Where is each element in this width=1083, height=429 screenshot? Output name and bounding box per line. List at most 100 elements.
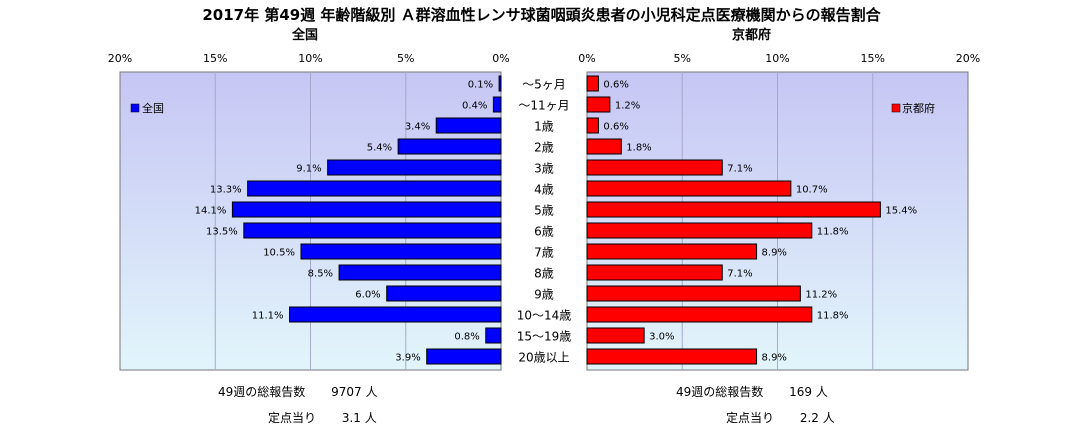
age-category-label: 8歳	[534, 267, 554, 281]
kyoto-data-label: 11.8%	[817, 227, 849, 238]
kyoto-data-label: 1.8%	[626, 143, 651, 154]
kyoto-data-label: 10.7%	[796, 185, 828, 196]
kyoto-bar	[586, 348, 758, 365]
national-bar	[435, 117, 502, 134]
kyoto-bar	[586, 264, 723, 281]
kyoto-data-label: 7.1%	[727, 269, 752, 280]
left-total-reports: 49週の総報告数 9707 人	[218, 383, 377, 400]
kyoto-data-label: 3.0%	[649, 332, 674, 343]
national-data-label: 0.4%	[462, 101, 487, 112]
national-bar	[327, 159, 502, 176]
right-x-tick-label: 20%	[956, 52, 980, 65]
age-category-label: 5歳	[534, 204, 554, 218]
right-x-tick-label: 0%	[578, 52, 595, 65]
right-per-site-label: 定点当り	[726, 411, 775, 425]
left-x-tick-label: 20%	[108, 52, 132, 65]
kyoto-bar	[586, 96, 611, 113]
left-per-site: 定点当り 3.1 人	[268, 409, 377, 426]
legend-national-swatch	[130, 103, 140, 113]
national-data-label: 13.3%	[210, 185, 242, 196]
left-x-tick-label: 5%	[397, 52, 414, 65]
left-x-tick-label: 10%	[298, 52, 322, 65]
age-category-label: 6歳	[534, 225, 554, 239]
national-bar	[498, 75, 502, 92]
right-x-tick-label: 5%	[674, 52, 691, 65]
left-per-site-value: 3.1 人	[341, 411, 377, 425]
age-category-label: 20歳以上	[518, 351, 569, 365]
left-total-value: 9707 人	[331, 385, 378, 399]
national-data-label: 0.1%	[468, 80, 493, 91]
right-per-site: 定点当り 2.2 人	[726, 409, 835, 426]
kyoto-bar	[586, 327, 645, 344]
left-x-tick-label: 0%	[492, 52, 509, 65]
kyoto-data-label: 7.1%	[727, 164, 752, 175]
kyoto-bar	[586, 180, 792, 197]
kyoto-bar	[586, 243, 758, 260]
national-data-label: 11.1%	[252, 311, 284, 322]
national-bar	[338, 264, 502, 281]
legend-kyoto-label: 京都府	[902, 101, 935, 115]
national-bar	[243, 222, 502, 239]
left-per-site-label: 定点当り	[268, 411, 317, 425]
national-data-label: 13.5%	[206, 227, 238, 238]
age-category-label: 2歳	[534, 141, 554, 155]
left-x-tick-label: 15%	[203, 52, 227, 65]
national-bar	[231, 201, 502, 218]
left-total-label: 49週の総報告数	[218, 385, 306, 399]
legend-kyoto-swatch	[891, 103, 901, 113]
kyoto-data-label: 0.6%	[603, 80, 628, 91]
kyoto-bar	[586, 138, 622, 155]
kyoto-data-label: 0.6%	[603, 122, 628, 133]
national-data-label: 6.0%	[355, 290, 380, 301]
kyoto-bar	[586, 222, 813, 239]
age-category-label: ～5ヶ月	[522, 78, 566, 92]
age-category-label: 1歳	[534, 120, 554, 134]
national-data-label: 8.5%	[308, 269, 333, 280]
kyoto-data-label: 15.4%	[885, 206, 917, 217]
kyoto-data-label: 8.9%	[762, 248, 787, 259]
national-data-label: 5.4%	[367, 143, 392, 154]
right-x-tick-label: 10%	[765, 52, 789, 65]
kyoto-bar	[586, 285, 801, 302]
national-data-label: 10.5%	[263, 248, 295, 259]
age-category-label: 4歳	[534, 183, 554, 197]
kyoto-bar	[586, 75, 599, 92]
national-bar	[386, 285, 502, 302]
national-bar	[485, 327, 502, 344]
kyoto-data-label: 11.2%	[805, 290, 837, 301]
kyoto-bar	[586, 117, 599, 134]
right-total-reports: 49週の総報告数 169 人	[676, 383, 828, 400]
age-category-label: 3歳	[534, 162, 554, 176]
legend-national-label: 全国	[142, 101, 164, 115]
national-data-label: 0.8%	[454, 332, 479, 343]
national-bar	[492, 96, 502, 113]
national-bar	[247, 180, 502, 197]
national-data-label: 14.1%	[195, 206, 227, 217]
kyoto-bar	[586, 306, 813, 323]
national-bar	[426, 348, 502, 365]
right-x-tick-label: 15%	[861, 52, 885, 65]
kyoto-bar	[586, 159, 723, 176]
national-data-label: 9.1%	[296, 164, 321, 175]
national-bar	[289, 306, 502, 323]
right-panel-title: 京都府	[732, 28, 772, 43]
national-data-label: 3.4%	[405, 122, 430, 133]
age-category-label: 7歳	[534, 246, 554, 260]
right-total-label: 49週の総報告数	[676, 385, 764, 399]
right-per-site-value: 2.2 人	[799, 411, 835, 425]
age-category-label: 9歳	[534, 288, 554, 302]
age-category-label: 10～14歳	[517, 309, 572, 323]
national-bar	[397, 138, 502, 155]
kyoto-data-label: 8.9%	[762, 353, 787, 364]
left-panel-title: 全国	[292, 28, 319, 43]
age-category-label: 15～19歳	[517, 330, 572, 344]
kyoto-data-label: 11.8%	[817, 311, 849, 322]
age-category-label: ～11ヶ月	[518, 99, 569, 113]
kyoto-bar	[586, 201, 881, 218]
kyoto-data-label: 1.2%	[615, 101, 640, 112]
chart-title: 2017年 第49週 年齢階級別 Ａ群溶血性レンサ球菌咽頭炎患者の小児科定点医療…	[202, 6, 881, 24]
national-data-label: 3.9%	[395, 353, 420, 364]
right-total-value: 169 人	[789, 385, 828, 399]
national-bar	[300, 243, 502, 260]
